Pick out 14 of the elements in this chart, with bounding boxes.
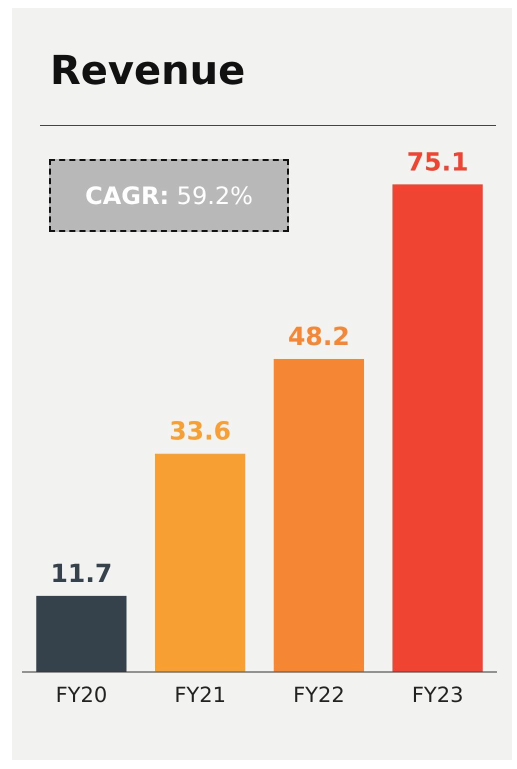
x-tick-label: FY22 [293,682,345,707]
x-tick-label: FY21 [174,682,226,707]
bar [155,454,246,672]
bar [392,184,483,672]
bar [36,596,126,672]
data-label: 11.7 [50,558,112,588]
x-tick-label: FY20 [56,682,108,707]
x-tick-label: FY23 [412,682,464,707]
data-label: 48.2 [288,322,350,351]
bar [274,358,364,672]
chart-title: Revenue [50,48,246,94]
data-label: 33.6 [169,416,231,446]
annotation: CAGR: 59.2% [85,182,253,210]
data-label: 75.1 [406,147,468,176]
